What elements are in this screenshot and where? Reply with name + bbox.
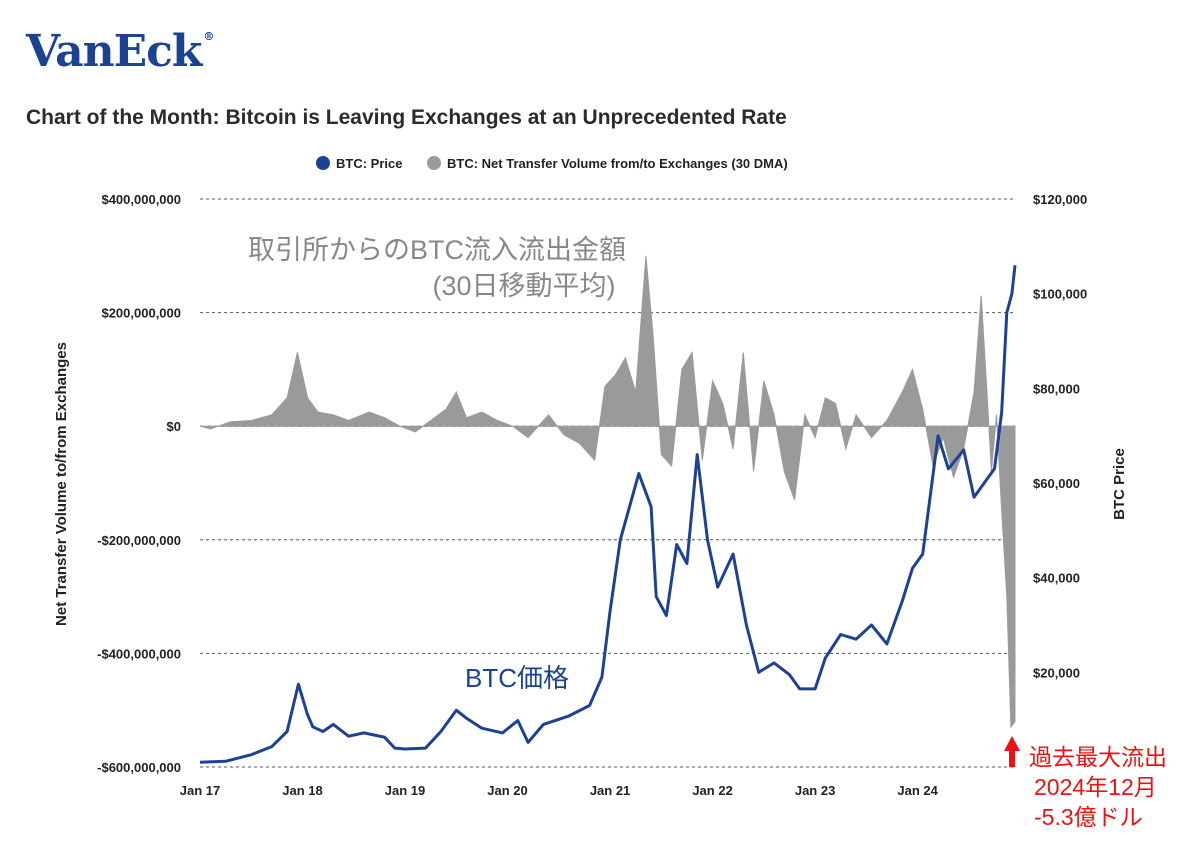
legend-label-net-transfer: BTC: Net Transfer Volume from/to Exchang…	[447, 156, 788, 171]
vaneck-logo: VanEck ®	[26, 26, 215, 77]
x-axis-ticks: Jan 17 Jan 18 Jan 19 Jan 20 Jan 21 Jan 22 Jan …	[180, 783, 939, 798]
annotation-record-outflow: 過去最大流出	[1029, 744, 1167, 770]
y2-tick-label: $40,000	[1033, 571, 1080, 586]
chart-title: Chart of the Month: Bitcoin is Leaving E…	[26, 106, 787, 129]
x-tick-label: Jan 19	[385, 783, 425, 798]
net-transfer-area	[199, 255, 1016, 729]
arrow-up-icon	[1004, 736, 1020, 767]
annotation-btc-price-label: BTC価格	[465, 663, 569, 693]
x-tick-label: Jan 21	[590, 783, 630, 798]
annotation-net-transfer-label: 取引所からのBTC流入流出金額	[248, 235, 626, 265]
btc-price-series	[199, 265, 1017, 764]
legend-marker-net-transfer	[427, 156, 441, 170]
y-tick-label: $200,000,000	[101, 306, 181, 321]
net-transfer-series	[199, 255, 1016, 729]
annotation-net-transfer-sublabel: (30日移動平均)	[432, 271, 615, 301]
y-axis-title: Net Transfer Volume to/from Exchanges	[53, 342, 70, 626]
annotation-record-amount: -5.3億ドル	[1034, 804, 1143, 830]
right-axis-ticks: $120,000 $100,000 $80,000 $60,000 $40,000 $20…	[1033, 192, 1087, 680]
y-tick-label: -$400,000,000	[97, 646, 181, 661]
y2-tick-label: $20,000	[1033, 665, 1080, 680]
y-tick-label: -$600,000,000	[97, 760, 181, 775]
y2-tick-label: $60,000	[1033, 476, 1080, 491]
y-tick-label: $400,000,000	[101, 192, 181, 207]
y-tick-label: -$200,000,000	[97, 533, 181, 548]
x-tick-label: Jan 18	[282, 783, 322, 798]
y-tick-label: $0	[167, 419, 181, 434]
y2-tick-label: $120,000	[1033, 192, 1087, 207]
y2-tick-label: $100,000	[1033, 287, 1087, 302]
legend: BTC: Price BTC: Net Transfer Volume from…	[316, 156, 788, 171]
x-tick-label: Jan 17	[180, 783, 220, 798]
legend-marker-price	[316, 156, 330, 170]
x-tick-label: Jan 20	[487, 783, 527, 798]
x-tick-label: Jan 24	[897, 783, 938, 798]
x-tick-label: Jan 23	[795, 783, 835, 798]
left-axis-ticks: $400,000,000 $200,000,000 $0 -$200,000,000 -…	[97, 192, 181, 775]
btc-price-line	[199, 265, 1017, 764]
x-tick-label: Jan 22	[692, 783, 732, 798]
legend-label-price: BTC: Price	[336, 156, 402, 171]
y2-tick-label: $80,000	[1033, 381, 1080, 396]
annotation-record-date: 2024年12月	[1034, 774, 1157, 800]
y2-axis-title: BTC Price	[1111, 448, 1128, 520]
